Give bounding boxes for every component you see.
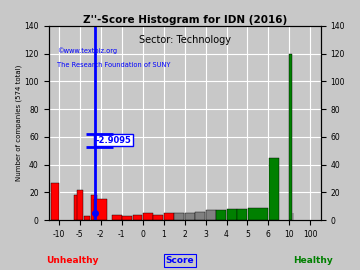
Bar [132,215,143,220]
Text: -2.9095: -2.9095 [95,136,131,145]
Bar [74,195,78,220]
Bar [94,199,108,220]
Bar [175,213,184,220]
Title: Z''-Score Histogram for IDN (2016): Z''-Score Histogram for IDN (2016) [82,15,287,25]
Text: Score: Score [166,256,194,265]
Bar [289,53,292,220]
Bar [143,213,153,220]
Text: Sector: Technology: Sector: Technology [139,35,231,45]
Text: Unhealthy: Unhealthy [46,256,98,265]
Bar [248,208,268,220]
Bar [84,216,90,220]
Bar [185,213,195,220]
Bar [206,210,216,220]
Bar [269,158,279,220]
Bar [112,215,122,220]
Bar [91,195,97,220]
Bar [216,210,226,220]
Bar [227,209,237,220]
Bar [77,190,82,220]
Text: Healthy: Healthy [293,256,333,265]
Bar [237,209,247,220]
Bar [122,216,132,220]
Text: The Research Foundation of SUNY: The Research Foundation of SUNY [57,62,170,68]
Text: ©www.textbiz.org: ©www.textbiz.org [57,47,117,54]
Bar [51,183,59,220]
Bar [195,212,205,220]
Bar [164,213,174,220]
Y-axis label: Number of companies (574 total): Number of companies (574 total) [15,65,22,181]
Bar [153,215,163,220]
